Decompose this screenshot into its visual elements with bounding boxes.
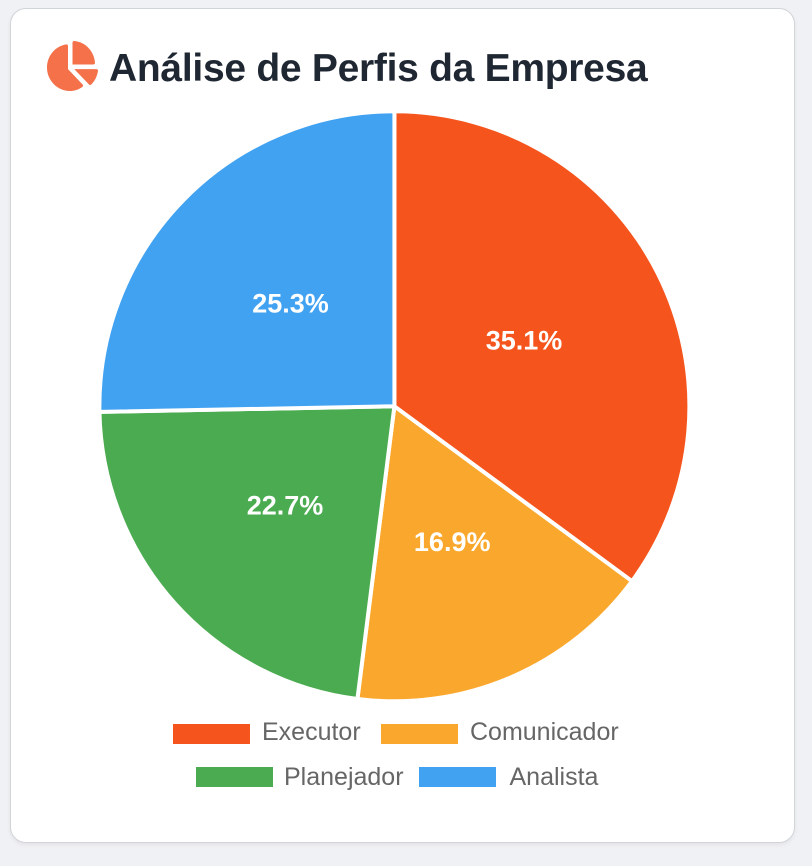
svg-text:35.1%: 35.1% (486, 326, 563, 356)
svg-text:22.7%: 22.7% (247, 491, 324, 521)
svg-text:25.3%: 25.3% (252, 289, 329, 319)
svg-text:16.9%: 16.9% (414, 527, 491, 557)
